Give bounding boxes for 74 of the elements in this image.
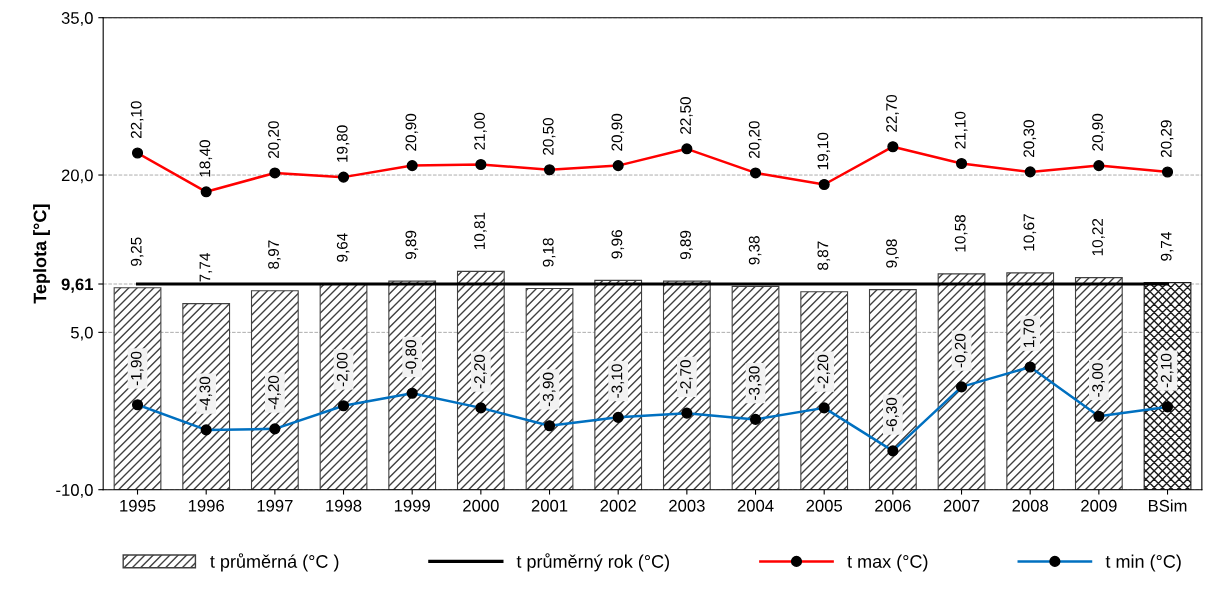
data-label: 9,08 [886, 239, 899, 268]
data-label: 20,90 [1092, 113, 1105, 151]
data-label: 19,10 [817, 132, 831, 170]
data-label: 21,00 [474, 112, 487, 150]
data-label: 20,30 [1023, 120, 1037, 157]
data-label: 10,67 [1023, 214, 1037, 251]
legend-label: t max (°C) [847, 554, 928, 572]
legend-label: t min (°C) [1105, 554, 1181, 572]
data-label: 9,89 [405, 230, 419, 260]
data-label: 10,58 [954, 215, 968, 252]
data-label: 22,70 [886, 94, 899, 132]
x-tick-label: 2000 [463, 499, 499, 512]
data-label: 9,25 [130, 237, 144, 266]
data-label: -1,90 [130, 351, 144, 386]
data-label: 20,90 [611, 113, 625, 151]
data-label: -4,30 [199, 376, 213, 411]
data-label: 9,38 [748, 236, 762, 265]
data-label: -2,10 [1160, 353, 1174, 388]
x-tick-label: 1999 [394, 499, 430, 512]
data-label: 21,10 [954, 111, 968, 149]
data-label: 22,10 [130, 101, 144, 139]
x-tick-label: 2008 [1012, 499, 1049, 512]
x-tick-label: 2005 [806, 499, 843, 512]
data-label: 1,70 [1023, 318, 1037, 347]
data-label: -0,20 [954, 333, 968, 368]
data-label: 20,29 [1160, 120, 1174, 158]
data-label: 20,20 [268, 121, 281, 159]
data-label: 9,64 [336, 233, 350, 262]
data-label: 22,50 [680, 97, 693, 134]
x-tick-label: BSim [1148, 499, 1187, 512]
x-tick-label: 1996 [188, 499, 224, 512]
x-tick-label: 2009 [1081, 499, 1117, 512]
x-tick-label: 2007 [943, 499, 980, 512]
y-tick-label: 35,0 [61, 12, 93, 26]
data-label: 20,50 [542, 117, 556, 155]
y-tick-label: 5,0 [70, 326, 93, 341]
data-label: 8,87 [817, 241, 831, 270]
y-tick-label: -10,0 [56, 484, 93, 498]
data-label: -0,80 [405, 340, 419, 374]
data-label: -2,70 [680, 360, 693, 394]
data-label: 10,22 [1092, 218, 1105, 256]
x-tick-label: 2006 [875, 499, 911, 512]
data-label: 10,81 [474, 212, 487, 250]
data-label: 9,74 [1160, 232, 1174, 261]
x-tick-label: 1997 [257, 499, 293, 512]
y-tick-label: 20,0 [61, 169, 93, 184]
legend-label: t průměrný rok (°C) [516, 553, 669, 572]
data-label: -4,20 [268, 375, 281, 410]
data-label: 9,18 [542, 238, 556, 267]
data-label: -3,00 [1092, 363, 1105, 397]
data-label: -3,10 [611, 364, 625, 398]
data-label: 20,20 [748, 121, 762, 159]
data-label: -6,30 [886, 397, 899, 432]
x-tick-label: 2001 [531, 499, 568, 512]
data-label: -2,00 [336, 352, 350, 387]
data-label: -2,20 [474, 354, 487, 389]
y-axis-title: Teplota [°C] [33, 204, 50, 304]
data-label: -2,20 [817, 354, 831, 389]
data-label: 7,74 [199, 253, 213, 282]
x-tick-label: 1995 [120, 499, 156, 512]
x-tick-label: 2004 [737, 499, 774, 512]
x-tick-label: 2003 [669, 499, 705, 512]
data-label: 9,89 [680, 230, 693, 260]
data-label: 20,90 [405, 113, 419, 151]
data-label: 19,80 [336, 125, 350, 162]
x-tick-label: 2002 [600, 499, 636, 512]
data-label: -3,30 [748, 366, 762, 400]
x-tick-label: 1998 [326, 499, 362, 512]
legend-label: t průměrná (°C ) [210, 553, 339, 572]
data-label: 8,97 [268, 240, 281, 269]
y-tick-label: 9,61 [61, 278, 94, 293]
data-label: 18,40 [199, 140, 213, 177]
data-label: 9,96 [611, 230, 625, 259]
data-label: -3,90 [542, 372, 556, 407]
